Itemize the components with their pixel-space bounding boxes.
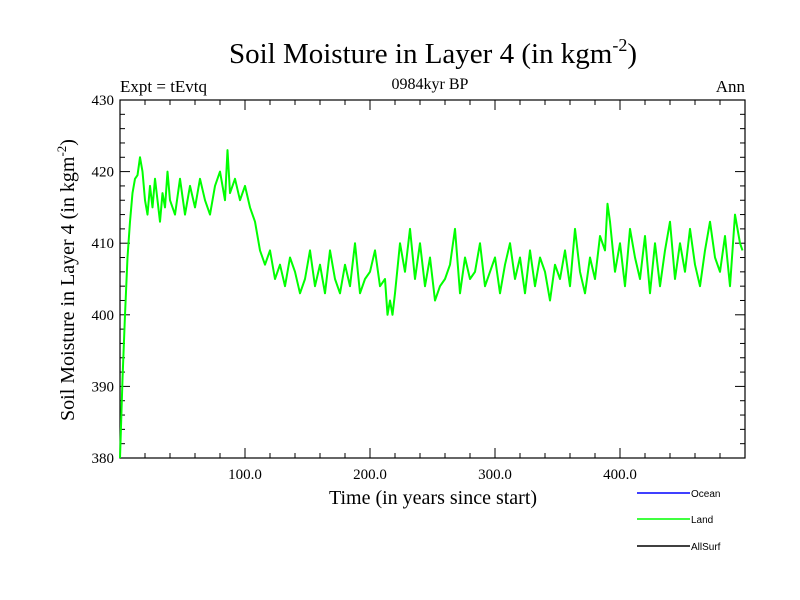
y-axis-label: Soil Moisture in Layer 4 (in kgm-2) — [54, 139, 79, 421]
axis-tick-labels: 380 390 400 410 420 430 100.0 200.0 300.0 400.0 — [92, 93, 637, 483]
y-tick-label: 430 — [92, 93, 115, 109]
legend-label-ocean: Ocean — [691, 489, 720, 500]
legend: Ocean Land AllSurf — [637, 489, 721, 553]
season-label: Ann — [716, 77, 746, 96]
y-tick-label: 390 — [92, 379, 115, 395]
y-tick-label: 410 — [92, 236, 115, 252]
axis-ticks — [120, 99, 745, 459]
series-line-land — [119, 149, 744, 459]
plot-frame — [119, 99, 746, 459]
legend-label-land: Land — [691, 515, 713, 526]
x-axis-label: Time (in years since start) — [329, 487, 537, 509]
y-tick-label: 400 — [92, 308, 115, 324]
period-label: 0984kyr BP — [392, 76, 469, 93]
chart-title: Soil Moisture in Layer 4 (in kgm-2) — [229, 35, 637, 70]
x-tick-label: 400.0 — [603, 467, 637, 483]
x-tick-label: 100.0 — [228, 467, 262, 483]
experiment-label: Expt = tEvtq — [120, 77, 208, 96]
y-tick-label: 380 — [92, 451, 115, 467]
x-tick-label: 200.0 — [353, 467, 387, 483]
x-tick-label: 300.0 — [478, 467, 512, 483]
y-tick-label: 420 — [92, 165, 115, 181]
legend-label-allsurf: AllSurf — [691, 542, 721, 553]
